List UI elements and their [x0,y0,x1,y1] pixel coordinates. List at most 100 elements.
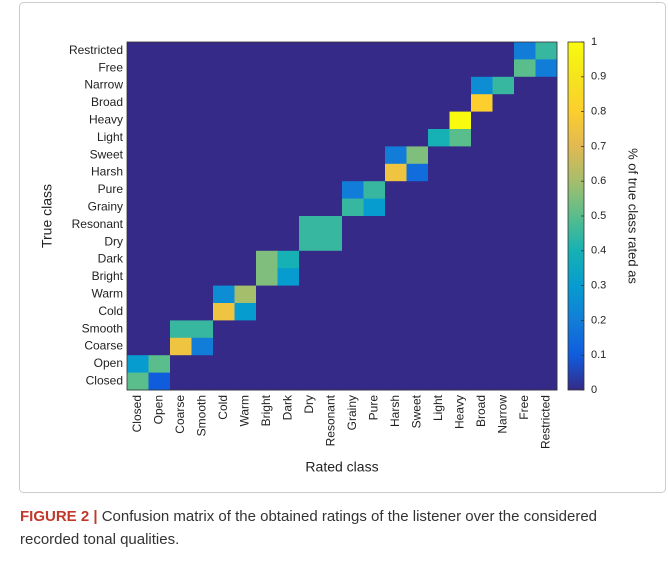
cell [363,146,386,165]
cell [363,285,386,304]
cell [299,198,321,217]
cell [213,268,235,286]
cell [191,233,214,252]
cell [492,198,515,217]
x-tick-label: Heavy [452,395,466,429]
cell [514,163,536,182]
cell [256,285,278,304]
cell [385,146,407,165]
cell [127,320,149,339]
cell [191,94,214,112]
cell [385,59,407,78]
cell [127,59,149,78]
cell [363,372,386,391]
y-axis-label: True class [39,184,55,248]
cell [127,181,149,199]
cell [234,59,257,78]
cell [213,146,235,165]
cell [234,372,257,391]
cell [148,372,171,391]
cell [471,76,493,95]
colorbar-tick-label: 0.9 [591,71,606,83]
cell [277,216,300,234]
cell [342,268,364,286]
cell [299,285,321,304]
cell [191,337,214,356]
cell [428,163,450,182]
cell [320,285,343,304]
cell [256,42,278,60]
colorbar-tick-label: 0.4 [591,245,606,257]
x-tick-label: Closed [130,395,144,432]
cell [449,111,472,130]
cell [385,355,407,373]
colorbar-tick-label: 0.5 [591,210,606,222]
cell [428,355,450,373]
cell [363,181,386,199]
cell [191,250,214,269]
cell [127,198,149,217]
cell [385,372,407,391]
cell [471,355,493,373]
cell [170,111,192,130]
cell [213,250,235,269]
cell [471,320,493,339]
cell [535,163,558,182]
cell [535,146,558,165]
cell [406,216,429,234]
cell [234,320,257,339]
cell [492,111,515,130]
cell [213,198,235,217]
cell [148,198,171,217]
y-tick-label: Broad [91,95,123,109]
cell [449,303,472,321]
cell [514,355,536,373]
cell [385,285,407,304]
x-tick-label: Dark [280,394,294,420]
cell [234,129,257,147]
cell [492,372,515,391]
cell [234,303,257,321]
cell [127,233,149,252]
cell [342,94,364,112]
cell [191,146,214,165]
cell [170,268,192,286]
x-tick-label: Restricted [538,395,552,449]
cell [320,146,343,165]
cell [277,163,300,182]
cell [406,355,429,373]
cell [535,355,558,373]
cell [385,111,407,130]
cell [148,303,171,321]
cell [449,355,472,373]
cell [170,146,192,165]
cell [148,337,171,356]
x-tick-label: Harsh [388,395,402,427]
cell [320,42,343,60]
cell [213,372,235,391]
cell [234,233,257,252]
cell [385,303,407,321]
cell [406,129,429,147]
cell [535,111,558,130]
cell [170,198,192,217]
cell [363,250,386,269]
cell [277,111,300,130]
cell [213,42,235,60]
colorbar-tick-label: 0.7 [591,140,606,152]
cell [492,163,515,182]
x-axis-label: Rated class [305,459,378,475]
cell [191,181,214,199]
cell [148,146,171,165]
cell [449,163,472,182]
cell [535,337,558,356]
cell [385,216,407,234]
cell [299,372,321,391]
colorbar-tick-label: 0.8 [591,106,606,118]
cell [471,268,493,286]
cell [363,42,386,60]
cell [492,233,515,252]
cell [449,216,472,234]
cell [299,337,321,356]
cell [213,59,235,78]
